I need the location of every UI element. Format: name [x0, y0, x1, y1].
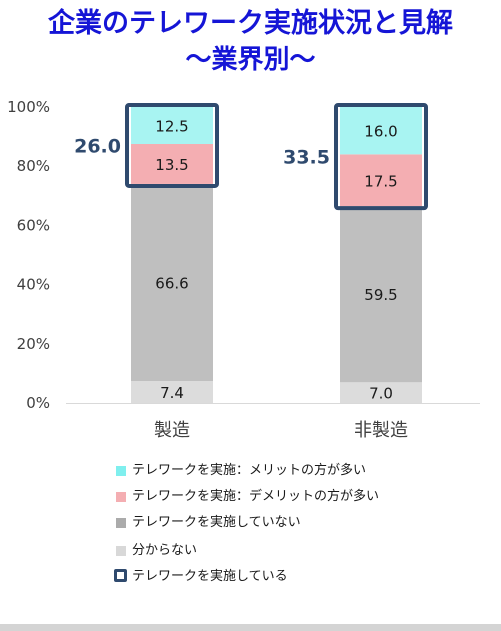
y-tick-label: 40% [17, 276, 50, 294]
bar-segment [340, 206, 422, 383]
y-tick-label: 20% [17, 335, 50, 353]
bar-segment [131, 381, 213, 403]
bar-segment [131, 107, 213, 144]
legend-swatch-not-implemented [116, 518, 126, 528]
bar-segment [340, 154, 422, 207]
data-label: 12.5 [155, 118, 188, 136]
data-label: 66.6 [155, 275, 188, 293]
implemented-outline [334, 103, 428, 211]
legend-label-demerit: テレワークを実施：デメリットの方が多い [132, 489, 380, 504]
legend-label-unknown: 分からない [132, 543, 198, 558]
bar-segment [131, 144, 213, 184]
chart-subtitle: ～業界別～ [185, 45, 316, 75]
legend-swatch-implemented-outline [114, 569, 127, 582]
data-label: 16.0 [364, 123, 397, 141]
legend-swatch-demerit [116, 492, 126, 502]
y-tick-label: 0% [26, 394, 50, 412]
legend-swatch-unknown [116, 546, 126, 556]
bottom-divider [0, 624, 501, 631]
total-label: 33.5 [283, 147, 330, 169]
y-tick-label: 100% [7, 98, 50, 116]
data-label: 7.4 [160, 384, 184, 402]
data-label: 59.5 [364, 286, 397, 304]
legend-swatch-merit [116, 466, 126, 476]
bar-segment [340, 107, 422, 155]
y-tick-label: 80% [17, 157, 50, 175]
data-label: 17.5 [364, 172, 397, 190]
legend-label-implemented: テレワークを実施している [132, 569, 288, 584]
chart-title: 企業のテレワーク実施状況と見解 [48, 8, 453, 39]
data-label: 7.0 [369, 385, 393, 403]
x-category-label: 製造 [154, 420, 190, 441]
legend-label-not-implemented: テレワークを実施していない [132, 515, 301, 530]
x-category-label: 非製造 [354, 420, 408, 441]
data-label: 13.5 [155, 156, 188, 174]
implemented-outline [125, 103, 219, 188]
bar-segment [340, 382, 422, 403]
y-tick-label: 60% [17, 216, 50, 234]
bar-segment [131, 183, 213, 382]
total-label: 26.0 [74, 135, 121, 157]
stacked-bar-chart: 0% 20% 40% 60% 80% 100% 7.4 66.6 13.5 12.5 26.0 製造 7… [7, 98, 480, 441]
legend-label-merit: テレワークを実施：メリットの方が多い [132, 463, 367, 478]
